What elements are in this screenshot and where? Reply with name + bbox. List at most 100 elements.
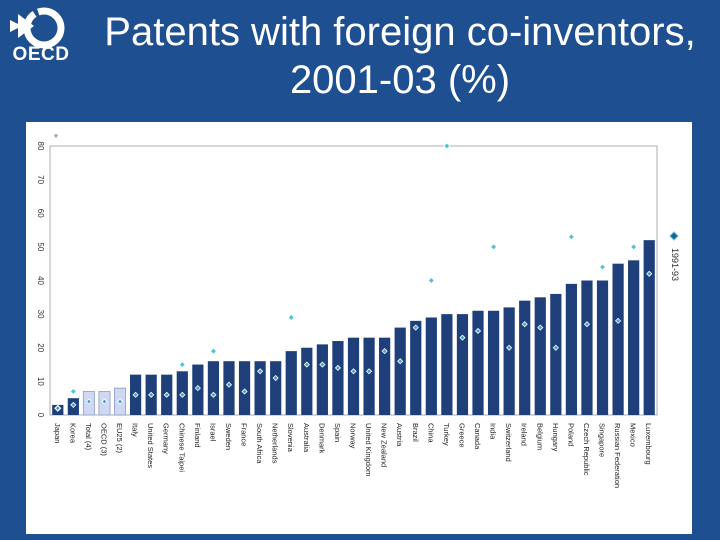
marker-secondary — [272, 374, 279, 382]
x-tick-label: Denmark — [317, 423, 326, 454]
bar — [238, 361, 251, 415]
marker-secondary — [615, 317, 622, 324]
marker-secondary — [319, 361, 326, 368]
marker-1991-93 — [630, 243, 638, 251]
x-tick-label: Korea — [68, 423, 77, 444]
marker-secondary — [646, 270, 653, 277]
bar — [379, 337, 391, 415]
x-tick-label: Finland — [193, 423, 202, 448]
bar — [628, 260, 640, 415]
x-tick-label: Chinese Taipei — [177, 423, 186, 472]
marker-secondary — [257, 368, 264, 375]
bar — [456, 314, 469, 415]
x-tick-label: India — [489, 423, 498, 440]
x-tick-label: Spain — [333, 423, 342, 442]
x-tick-label: Greece — [457, 423, 466, 448]
marker-secondary — [412, 324, 419, 331]
bar — [316, 344, 328, 415]
x-tick-label: Mexico — [629, 423, 638, 447]
x-tick-label: Italy — [131, 423, 140, 437]
marker-secondary — [583, 321, 591, 328]
x-tick-label: Czech Republic — [582, 423, 591, 476]
marker-1991-93 — [598, 263, 607, 271]
marker-secondary — [459, 334, 466, 341]
y-axis: 0 10 20 30 40 50 60 70 80 — [36, 142, 45, 418]
bars — [52, 240, 655, 416]
marker-1991-93 — [567, 233, 575, 241]
bar — [565, 283, 578, 415]
bar — [254, 361, 266, 415]
y-tick-label: 20 — [36, 343, 45, 352]
marker-secondary — [70, 401, 77, 408]
x-tick-label: Luxembourg — [644, 423, 653, 465]
marker-secondary — [241, 388, 248, 395]
x-tick-label: Norway — [349, 423, 358, 449]
marker-1991-93 — [69, 387, 77, 396]
marker-secondary — [506, 344, 513, 351]
chart: 0 10 20 30 40 50 60 70 80 Japan Korea Total (4) OEC… — [36, 131, 680, 488]
marker-secondary — [132, 391, 139, 398]
y-tick-label: 60 — [36, 209, 45, 218]
marker-secondary — [303, 361, 310, 368]
bar — [643, 240, 655, 415]
legend-label: 1991-93 — [670, 248, 680, 281]
bar — [301, 347, 313, 415]
bar — [534, 297, 546, 415]
marker-secondary — [179, 391, 186, 398]
marker-1991-93 — [490, 243, 498, 251]
bar — [223, 361, 235, 415]
bar — [519, 300, 531, 415]
x-tick-label: Ireland — [520, 423, 529, 446]
x-tick-label: China — [426, 423, 435, 443]
bar — [612, 263, 624, 415]
x-tick-label: Turkey — [442, 423, 451, 446]
marker-secondary — [148, 391, 155, 398]
markers — [54, 142, 653, 412]
x-tick-label: South Africa — [255, 423, 264, 464]
x-tick-label: Total (4) — [84, 423, 93, 451]
x-tick-label: Russian Federation — [613, 423, 622, 488]
y-tick-label: 0 — [36, 413, 45, 418]
bar — [410, 320, 422, 415]
page-title: Patents with foreign co-inventors, 2001-… — [104, 10, 696, 102]
x-tick-label: Belgium — [535, 423, 544, 450]
x-tick-label: OECD (3) — [99, 423, 108, 456]
x-tick-label: Austria — [395, 423, 404, 447]
marker-secondary — [225, 381, 233, 388]
marker-1991-93 — [427, 276, 435, 285]
x-tick-label: United Kingdom — [364, 423, 373, 476]
marker-secondary — [474, 327, 482, 335]
bar — [347, 337, 360, 415]
oecd-logo-icon — [10, 7, 65, 49]
marker-1991-93 — [287, 313, 295, 322]
bar — [581, 280, 593, 415]
marker-secondary — [101, 398, 108, 405]
x-tick-label: Sweden — [224, 423, 233, 450]
y-tick-label: 50 — [36, 242, 45, 251]
bar — [596, 280, 609, 415]
marker-1991-93 — [209, 347, 217, 355]
marker-secondary — [365, 368, 373, 375]
y-tick-label: 40 — [36, 276, 45, 285]
bar — [207, 361, 220, 415]
marker-secondary — [85, 398, 92, 405]
marker-secondary — [334, 364, 342, 371]
x-tick-label: Poland — [566, 423, 575, 446]
x-tick-label: France — [240, 423, 249, 446]
bar — [487, 310, 500, 415]
x-tick-label: Australia — [302, 423, 311, 453]
bar — [285, 351, 297, 415]
marker-secondary — [116, 398, 124, 405]
x-tick-label: New Zealand — [380, 423, 389, 467]
y-tick-label: 30 — [36, 310, 45, 319]
marker-secondary — [537, 324, 544, 331]
x-tick-label: Japan — [53, 423, 62, 443]
x-tick-label: Germany — [162, 423, 171, 454]
x-tick-label: Switzerland — [504, 423, 513, 462]
x-tick-label: Singapore — [598, 423, 607, 457]
legend-marker — [669, 231, 679, 241]
marker-secondary — [381, 348, 388, 355]
marker-secondary — [54, 405, 61, 412]
chart-panel: 0 10 20 30 40 50 60 70 80 Japan Korea Total (4) OEC… — [26, 122, 692, 534]
bar — [550, 293, 562, 415]
